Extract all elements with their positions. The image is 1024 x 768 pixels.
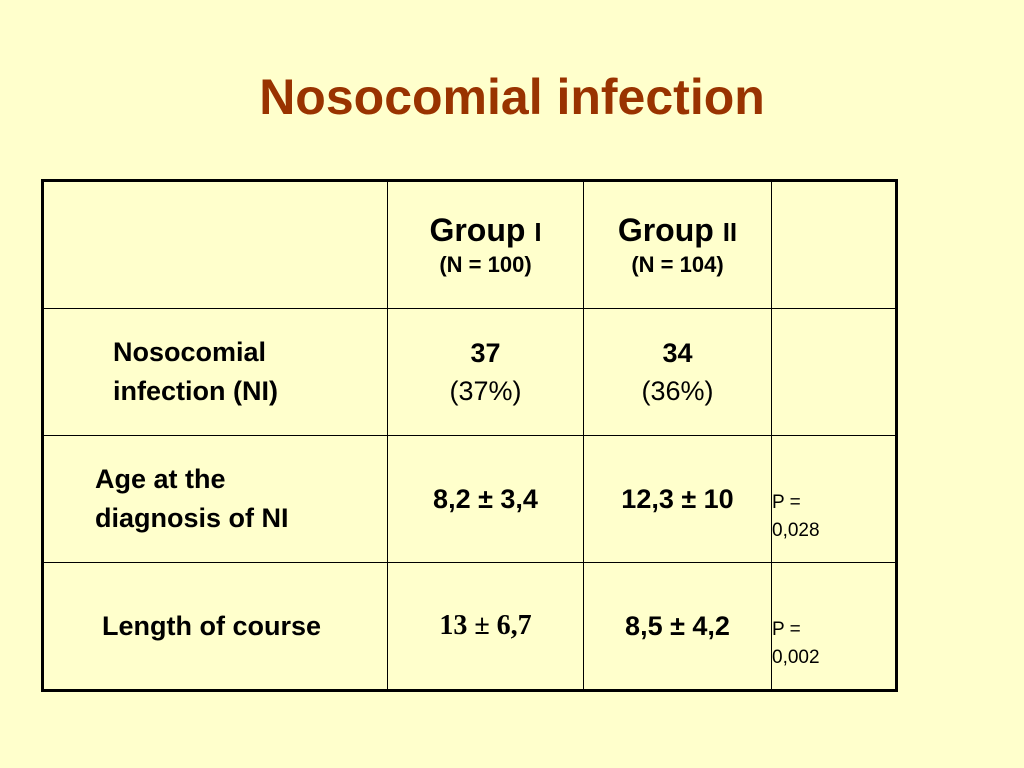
header-group-1: Group I (N = 100) <box>387 180 584 309</box>
group-2-label: Group <box>617 212 714 248</box>
group-1-n: (N = 100) <box>439 252 532 277</box>
row-label-length: Length of course <box>42 562 388 691</box>
row-3-group-1-value: 13 ± 6,7 <box>387 562 584 691</box>
row-1-group-1-value: 37 <box>470 338 501 368</box>
header-p-cell <box>771 180 897 309</box>
table-row: Nosocomial infection (NI) 37 (37%) 34 (3… <box>42 308 897 436</box>
row-1-group-1-cell: 37 (37%) <box>387 308 584 436</box>
row-3-group-2-value: 8,5 ± 4,2 <box>583 562 772 691</box>
row-2-group-2-value: 12,3 ± 10 <box>583 435 772 563</box>
group-1-label: Group <box>429 212 526 248</box>
group-2-numeral: II <box>722 217 738 247</box>
table-row: Length of course 13 ± 6,7 8,5 ± 4,2 P = … <box>42 562 897 691</box>
row-2-p-value: P = 0,028 <box>772 492 820 541</box>
table-header-row: Group I (N = 100) Group II (N = 104) <box>42 180 897 309</box>
table-row: Age at the diagnosis of NI 8,2 ± 3,4 12,… <box>42 435 897 563</box>
header-group-2: Group II (N = 104) <box>583 180 772 309</box>
row-3-p-value: P = 0,002 <box>772 619 820 668</box>
group-2-n: (N = 104) <box>631 252 724 277</box>
results-table: Group I (N = 100) Group II (N = 104) Nos… <box>41 179 898 692</box>
row-1-p-cell <box>771 308 897 436</box>
header-empty-cell <box>42 180 388 309</box>
row-3-p-cell: P = 0,002 <box>771 562 897 691</box>
row-2-p-cell: P = 0,028 <box>771 435 897 563</box>
row-1-group-2-value: 34 <box>662 338 693 368</box>
row-label-nosocomial: Nosocomial infection (NI) <box>42 308 388 436</box>
row-1-group-2-cell: 34 (36%) <box>583 308 772 436</box>
row-2-group-1-value: 8,2 ± 3,4 <box>387 435 584 563</box>
group-1-numeral: I <box>534 217 542 247</box>
row-1-group-2-percent: (36%) <box>641 376 714 406</box>
row-1-group-1-percent: (37%) <box>449 376 522 406</box>
row-label-age: Age at the diagnosis of NI <box>42 435 388 563</box>
slide-title: Nosocomial infection <box>259 69 765 125</box>
